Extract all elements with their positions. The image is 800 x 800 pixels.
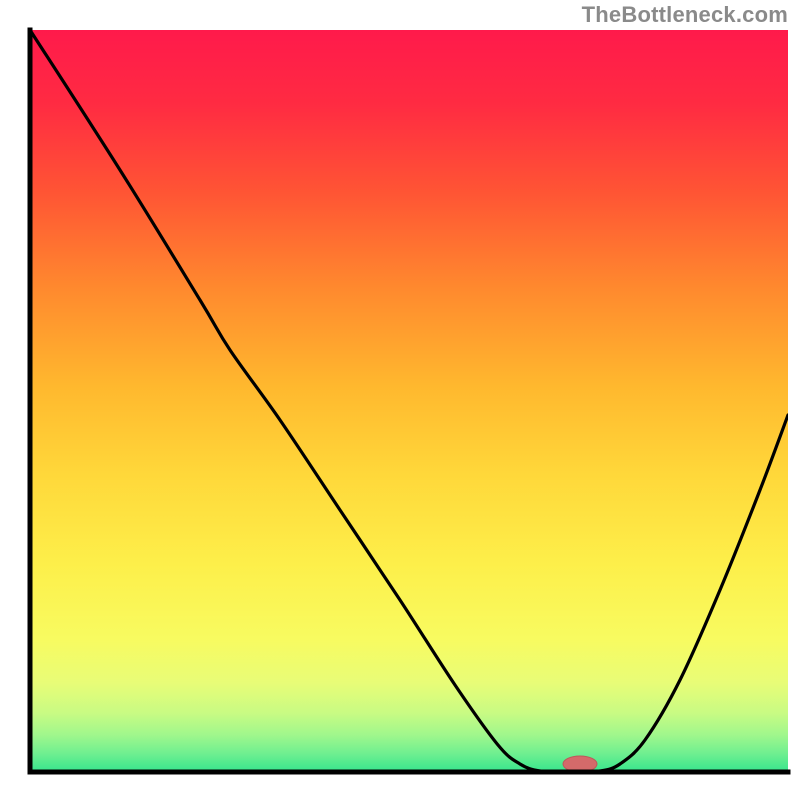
gradient-background [30, 30, 788, 772]
watermark-text: TheBottleneck.com [582, 2, 788, 28]
chart-svg [0, 0, 800, 800]
bottleneck-chart: TheBottleneck.com [0, 0, 800, 800]
